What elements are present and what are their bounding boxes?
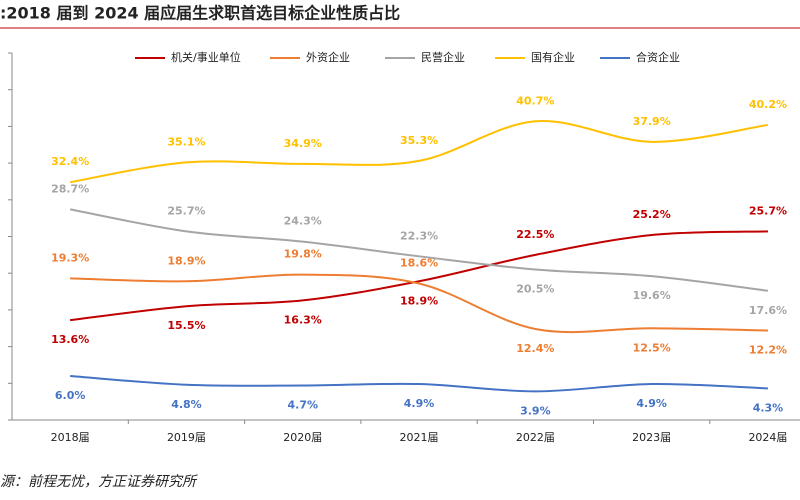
value-label: 12.5% — [633, 341, 671, 354]
value-label: 17.6% — [749, 304, 787, 317]
legend-label: 民营企业 — [421, 50, 465, 64]
value-label: 32.4% — [51, 155, 89, 168]
x-tick-label: 2022届 — [516, 431, 555, 444]
series-line — [70, 273, 768, 334]
legend-label: 合资企业 — [636, 50, 680, 64]
series-line — [69, 119, 769, 184]
value-label: 20.5% — [516, 283, 554, 296]
value-label: 3.9% — [520, 404, 551, 417]
legend-label: 国有企业 — [531, 50, 575, 64]
value-label: 6.0% — [55, 389, 86, 402]
legend-label: 机关/事业单位 — [171, 50, 241, 64]
x-tick-label: 2020届 — [283, 431, 322, 444]
x-tick-label: 2023届 — [632, 431, 671, 444]
value-label: 34.9% — [284, 137, 322, 150]
value-label: 22.5% — [516, 228, 554, 241]
value-label: 40.7% — [516, 94, 554, 107]
value-label: 4.9% — [404, 397, 435, 410]
series-line — [70, 230, 768, 322]
value-label: 35.3% — [400, 134, 438, 147]
value-label: 25.7% — [749, 204, 787, 217]
legend-label: 外资企业 — [306, 50, 350, 64]
value-label: 12.2% — [749, 343, 787, 356]
series-line — [70, 374, 768, 393]
value-label: 35.1% — [167, 135, 205, 148]
source: 源：前程无忧，方正证券研究所 — [0, 474, 198, 490]
value-label: 16.3% — [284, 313, 322, 326]
value-label: 19.3% — [51, 251, 89, 264]
x-tick-label: 2024届 — [748, 431, 787, 444]
value-label: 13.6% — [51, 333, 89, 346]
value-label: 4.9% — [636, 397, 667, 410]
series-line — [69, 208, 769, 292]
value-label: 18.6% — [400, 256, 438, 269]
value-label: 4.3% — [753, 401, 784, 414]
x-tick-label: 2021届 — [400, 431, 439, 444]
value-label: 22.3% — [400, 229, 438, 242]
value-label: 28.7% — [51, 182, 89, 195]
value-label: 4.8% — [171, 398, 202, 411]
value-label: 40.2% — [749, 98, 787, 111]
value-label: 37.9% — [633, 115, 671, 128]
value-label: 24.3% — [284, 215, 322, 228]
value-label: 12.4% — [516, 342, 554, 355]
value-label: 25.7% — [167, 204, 205, 217]
value-label: 4.7% — [287, 399, 318, 412]
chart-title: :2018 届到 2024 届应届生求职首选目标企业性质占比 — [0, 4, 400, 23]
value-label: 18.9% — [400, 294, 438, 307]
value-label: 18.9% — [167, 254, 205, 267]
value-label: 25.2% — [633, 208, 671, 221]
value-label: 15.5% — [167, 319, 205, 332]
x-tick-label: 2019届 — [167, 431, 206, 444]
value-label: 19.8% — [284, 248, 322, 261]
x-tick-label: 2018届 — [51, 431, 90, 444]
value-label: 19.6% — [633, 289, 671, 302]
